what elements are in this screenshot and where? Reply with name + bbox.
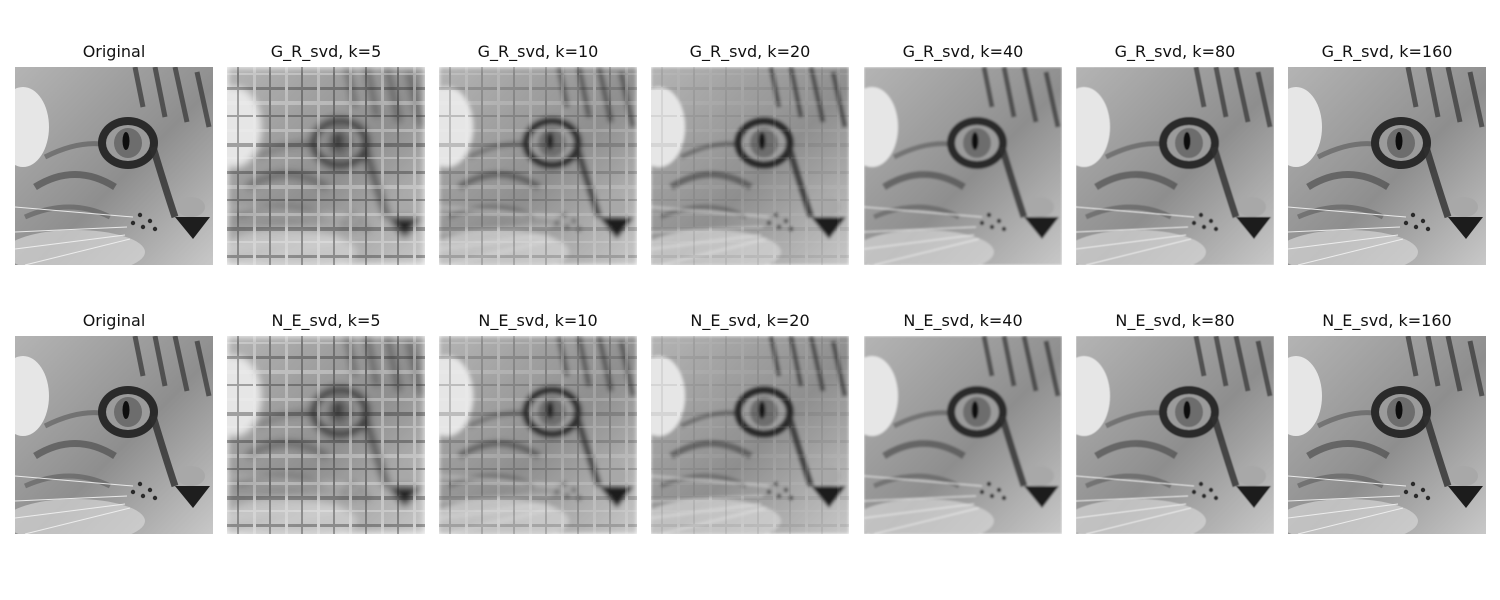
panel-title: N_E_svd, k=10 [478, 311, 598, 330]
cat-image [439, 67, 637, 265]
panel-title: G_R_svd, k=5 [270, 42, 382, 61]
cat-image [1288, 67, 1486, 265]
panel-title: G_R_svd, k=80 [1114, 42, 1236, 61]
cat-image [439, 336, 637, 534]
panel-title: N_E_svd, k=20 [690, 311, 810, 330]
cat-image [1288, 336, 1486, 534]
panel-title: N_E_svd, k=5 [271, 311, 381, 330]
panel-title: G_R_svd, k=20 [689, 42, 811, 61]
cat-image [651, 336, 849, 534]
panel-title: G_R_svd, k=10 [477, 42, 599, 61]
cat-image [15, 336, 213, 534]
panel-title: N_E_svd, k=80 [1115, 311, 1235, 330]
cat-image [15, 67, 213, 265]
cat-image [864, 336, 1062, 534]
panel-title: Original [82, 311, 146, 330]
cat-image [227, 336, 425, 534]
panel-title: N_E_svd, k=40 [903, 311, 1023, 330]
cat-image [864, 67, 1062, 265]
panel-title: G_R_svd, k=160 [1321, 42, 1453, 61]
cat-image [227, 67, 425, 265]
panel-title: G_R_svd, k=40 [902, 42, 1024, 61]
panel-title: N_E_svd, k=160 [1322, 311, 1452, 330]
cat-image [1076, 336, 1274, 534]
panel-title: Original [82, 42, 146, 61]
cat-image [1076, 67, 1274, 265]
cat-image [651, 67, 849, 265]
